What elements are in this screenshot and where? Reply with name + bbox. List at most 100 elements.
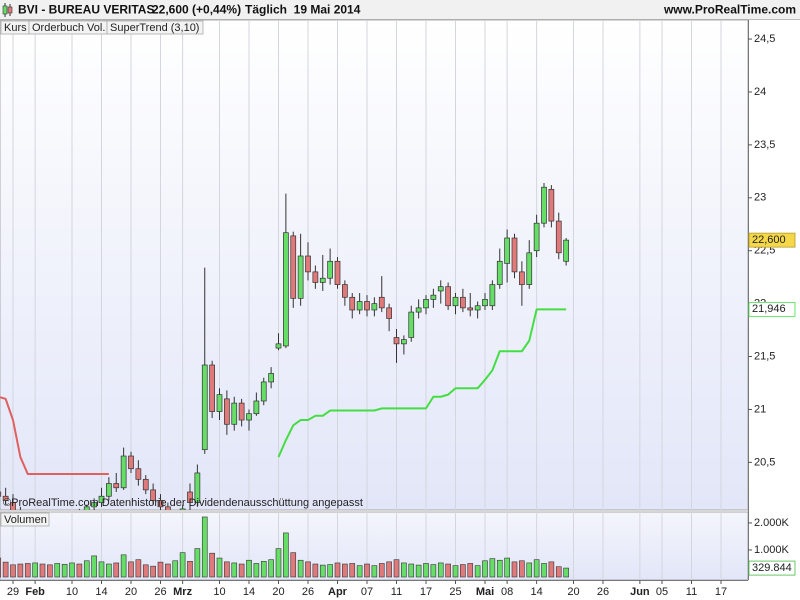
y-tick-label: 23,5 (754, 139, 775, 151)
volume-bar (187, 561, 193, 578)
candle-body (482, 299, 488, 307)
y-tick-label: 1.000K (754, 544, 790, 556)
candle-body (445, 286, 451, 307)
candle-body (504, 237, 510, 264)
volume-bar (179, 552, 186, 578)
volume-bar (548, 561, 555, 578)
volume-bar (120, 554, 127, 578)
candle-body (2, 495, 9, 501)
volume-label: Volumen (4, 514, 47, 526)
volume-bar (371, 565, 378, 578)
volume-bar (10, 564, 16, 578)
candle-body (452, 296, 459, 307)
candle-body (157, 500, 164, 508)
value-box (748, 301, 796, 317)
volume-bar (54, 563, 61, 578)
x-tick-label: Mrz (173, 586, 192, 598)
volume-bar (231, 562, 238, 578)
volume-bar (489, 558, 496, 578)
quote: 22,600 (+0,44%) (152, 3, 241, 17)
volume-bar (312, 563, 319, 578)
candle-body (135, 468, 142, 480)
period: Täglich 19 Mai 2014 (245, 3, 361, 17)
volume-bar (201, 516, 208, 578)
volume-bar (526, 562, 533, 578)
candle-body (98, 495, 105, 503)
candle-body (319, 277, 326, 283)
x-tick-label: 05 (656, 586, 668, 598)
y-tick-label: 21,5 (754, 350, 775, 362)
candle-body (342, 284, 348, 298)
volume-bar (0, 557, 2, 578)
volume-bar (253, 563, 260, 578)
volume-bar (474, 565, 481, 578)
volume-bar (319, 564, 326, 578)
header-bar (0, 0, 800, 20)
value-label: 22,600 (752, 234, 786, 246)
x-tick-label: 14 (531, 586, 543, 598)
x-tick-label: 10 (66, 586, 78, 598)
candle-body (437, 286, 444, 292)
x-tick-label: 29 (7, 586, 19, 598)
candle-body (334, 260, 341, 285)
candle-body (430, 294, 437, 300)
x-tick-label: 14 (95, 586, 107, 598)
candle-body (142, 478, 149, 491)
volume-bar (460, 564, 466, 578)
x-tick-label: 26 (597, 586, 609, 598)
candle-body (423, 299, 429, 309)
x-tick-label: 26 (154, 586, 166, 598)
x-tick-label: 07 (361, 586, 373, 598)
volume-bar (437, 562, 444, 578)
volume-bar (194, 548, 201, 578)
volume-bar (415, 564, 422, 578)
volume-bar (378, 563, 385, 578)
candle-body (216, 394, 223, 412)
volume-bar (563, 567, 569, 578)
volume-bar (61, 563, 68, 578)
volume-bar (172, 560, 179, 578)
candle-body (194, 472, 201, 503)
source: www.ProRealTime.com (663, 3, 796, 17)
y-tick-label: 2.000K (754, 517, 790, 529)
logo (2, 3, 13, 17)
candle-body (555, 220, 562, 254)
x-tick-label: 10 (213, 586, 225, 598)
candle-body (260, 381, 267, 402)
volume-label-box (0, 512, 50, 527)
volume-bar (555, 566, 562, 578)
volume-bar (165, 563, 171, 578)
candle-body (83, 506, 90, 510)
x-tick-label: 25 (449, 586, 461, 598)
candle-body (253, 400, 260, 415)
candle-body (268, 373, 274, 383)
candle-body (297, 255, 304, 299)
candle-body (283, 232, 289, 347)
candle-body (113, 483, 120, 489)
volume-bar (76, 563, 83, 578)
legend-item: SuperTrend (3,10) (110, 22, 199, 34)
volume-bar (209, 552, 215, 578)
candle-body (364, 301, 370, 311)
volume-bar (393, 559, 400, 578)
volume-bar (430, 564, 437, 578)
price-plot (0, 182, 569, 510)
candle-body (393, 337, 400, 345)
candle-body (386, 307, 392, 319)
value-box (748, 232, 796, 248)
volume-bar (150, 565, 156, 578)
indicator-line (0, 396, 109, 476)
y-tick-label: 20,5 (754, 456, 775, 468)
legend: Kurs Orderbuch Vol. SuperTrend (3,10) (0, 20, 204, 35)
volume-bar (260, 561, 267, 578)
volume-bar (39, 563, 46, 578)
volume-bar (135, 559, 142, 578)
volume-bar (364, 563, 370, 578)
candle-body (224, 398, 230, 425)
candle-body (349, 296, 356, 311)
volume-bar (423, 563, 429, 578)
volume-bar (519, 560, 525, 578)
volume-bar (327, 564, 333, 578)
volume-bar (452, 565, 459, 578)
